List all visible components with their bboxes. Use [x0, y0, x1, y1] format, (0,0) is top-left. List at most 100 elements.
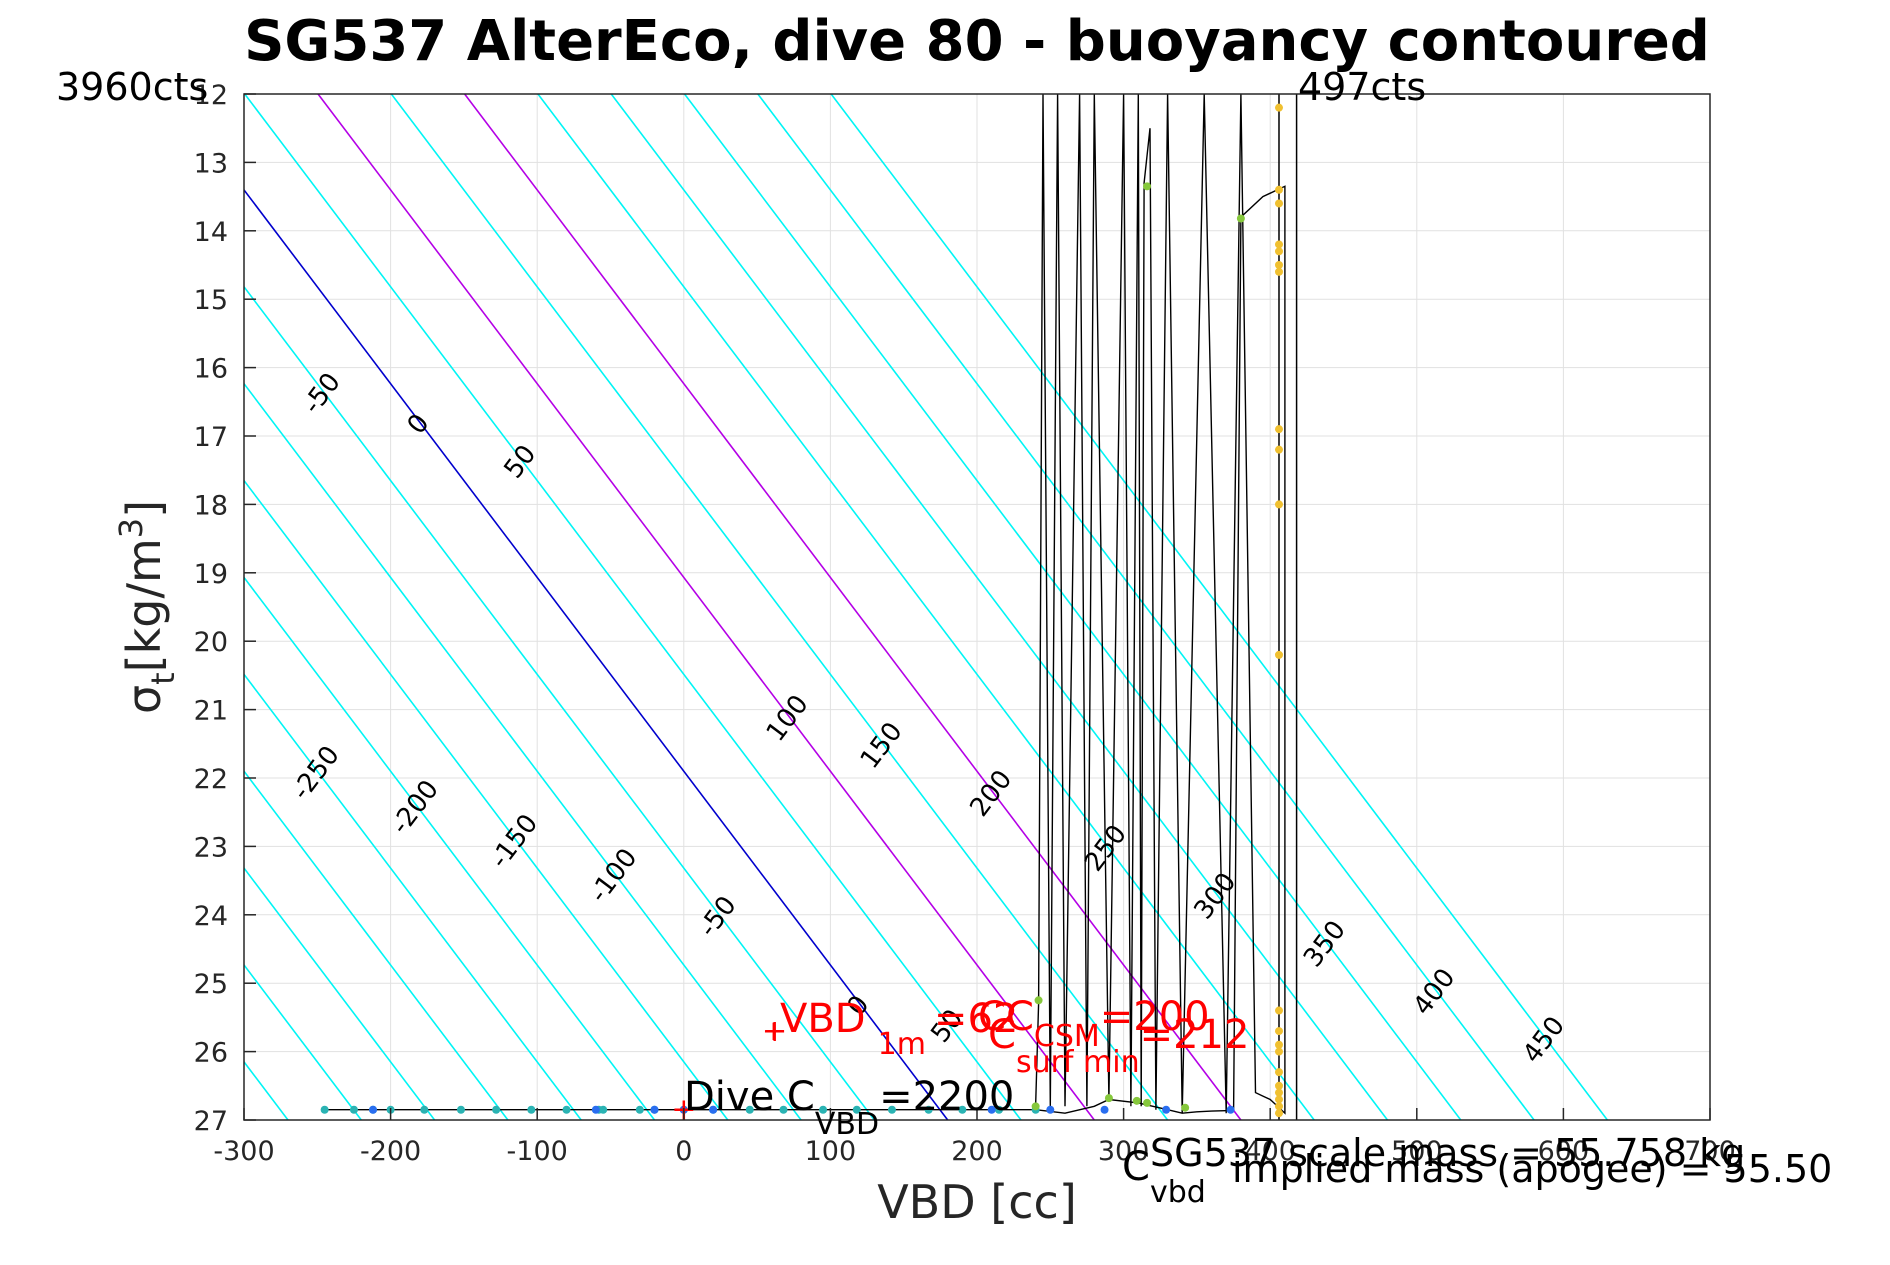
contour-line: [537, 94, 1315, 1120]
data-point: [1274, 1081, 1283, 1090]
x-tick-label: 300: [1098, 1136, 1150, 1167]
contour-line: [244, 285, 876, 1120]
x-tick-label: 700: [1684, 1136, 1736, 1167]
c-vbd-main: C: [1122, 1144, 1150, 1190]
vbd-1m-main: VBD: [780, 996, 866, 1042]
data-point: [1132, 1096, 1141, 1105]
y-axis-label-unit: [kg/m: [117, 538, 171, 672]
y-axis-label-sup: 3: [112, 518, 150, 538]
data-point: [1034, 996, 1043, 1005]
x-tick-label: -300: [213, 1136, 274, 1167]
y-tick-label: 15: [194, 285, 228, 316]
contour-line: [244, 866, 436, 1120]
data-point: [709, 1105, 718, 1114]
data-point: [349, 1105, 358, 1114]
y-tick-label: 23: [194, 832, 228, 863]
data-point: [527, 1105, 536, 1114]
data-point: [492, 1105, 501, 1114]
x-tick-label: 100: [805, 1136, 857, 1167]
data-point: [635, 1105, 644, 1114]
y-tick-label: 13: [194, 148, 228, 179]
data-point: [852, 1105, 861, 1114]
x-tick-label: -100: [507, 1136, 568, 1167]
data-point: [1274, 1027, 1283, 1036]
data-point: [1226, 1105, 1235, 1114]
contour-line: [317, 94, 1095, 1120]
vbd-1m-value: =62: [934, 996, 1018, 1042]
y-axis-label-base: σ: [117, 685, 171, 714]
y-tick-label: 20: [194, 627, 228, 658]
data-point: [887, 1105, 896, 1114]
contour-line: [830, 94, 1609, 1120]
data-point: [1143, 182, 1152, 191]
y-tick-label: 26: [194, 1038, 228, 1069]
data-point: [1274, 240, 1283, 249]
data-point: [994, 1105, 1003, 1114]
ccsm-main: C: [978, 994, 1006, 1040]
data-point: [1104, 1094, 1113, 1103]
data-point: [1143, 1098, 1152, 1107]
x-tick-label: 400: [1244, 1136, 1296, 1167]
data-point: [958, 1105, 967, 1114]
dive-c-value: =2200: [879, 1074, 1014, 1120]
ccsurf-label: Csurf min=212: [988, 1012, 1249, 1080]
contour-line: [244, 382, 802, 1120]
data-point: [987, 1105, 996, 1114]
data-point: [1274, 1068, 1283, 1077]
data-point: [1181, 1103, 1190, 1112]
data-point: [1274, 1102, 1283, 1111]
vbd-1m-sub: 1m: [878, 1027, 926, 1062]
y-axis-label-sub: t: [144, 672, 182, 685]
data-point: [369, 1105, 378, 1114]
data-point: [1274, 500, 1283, 509]
data-point: [1274, 1006, 1283, 1015]
data-point: [562, 1105, 571, 1114]
ccsurf-main: C: [988, 1012, 1016, 1058]
left-counts-label: 3960cts: [56, 65, 208, 109]
contour-line: [244, 188, 949, 1120]
data-point: [1046, 1105, 1055, 1114]
y-tick-label: 27: [194, 1106, 228, 1137]
data-point: [1274, 267, 1283, 276]
contour-line: [610, 94, 1389, 1120]
chart-title: SG537 AlterEco, dive 80 - buoyancy conto…: [244, 9, 1710, 74]
y-ticks: 12 13 14 15 16 17 18 19 20 21 22 23 24 25 26 27: [194, 80, 256, 1137]
vbd-1m-label: VBD 1m=62: [780, 996, 1018, 1062]
data-point: [1162, 1105, 1171, 1114]
y-tick-label: 17: [194, 422, 228, 453]
contour-line: [244, 673, 582, 1120]
y-tick-label: 18: [194, 490, 228, 521]
data-point: [1274, 199, 1283, 208]
x-tick-label: 0: [675, 1136, 692, 1167]
dive-profile-line: [324, 94, 1286, 1115]
data-point: [650, 1105, 659, 1114]
data-point: [1274, 1047, 1283, 1056]
ccsurf-value: =212: [1140, 1012, 1250, 1058]
y-tick-label: 16: [194, 354, 228, 385]
data-point: [1236, 214, 1245, 223]
vbd-1m-annotation: + VBD 1m=62: [762, 996, 1018, 1062]
data-point: [1274, 1088, 1283, 1097]
dive-c-label: Dive CVBD=2200: [684, 1074, 1014, 1142]
y-tick-label: 22: [194, 764, 228, 795]
ccsm-annotation: CCCSM=200: [978, 994, 1210, 1054]
x-tick-label: 600: [1538, 1136, 1590, 1167]
contour-line: [244, 769, 509, 1120]
ccsm-sub: CSM: [1034, 1019, 1100, 1054]
y-tick-label: 14: [194, 217, 228, 248]
x-ticks: -300 -200 -100 0 100 200 300 400 500 600 700: [213, 1108, 1736, 1167]
y-axis-label-close: ]: [117, 500, 171, 518]
data-point: [591, 1105, 600, 1114]
vbd-1m-marker: +: [762, 1014, 785, 1047]
data-point: [1274, 185, 1283, 194]
data-point: [1274, 1109, 1283, 1118]
data-point: [1274, 445, 1283, 454]
c-vbd-annotation: Cvbd: [1122, 1144, 1206, 1210]
data-point: [779, 1105, 788, 1114]
data-point: [456, 1105, 465, 1114]
data-point: [1274, 425, 1283, 434]
data-point: [924, 1105, 933, 1114]
data-point: [819, 1105, 828, 1114]
